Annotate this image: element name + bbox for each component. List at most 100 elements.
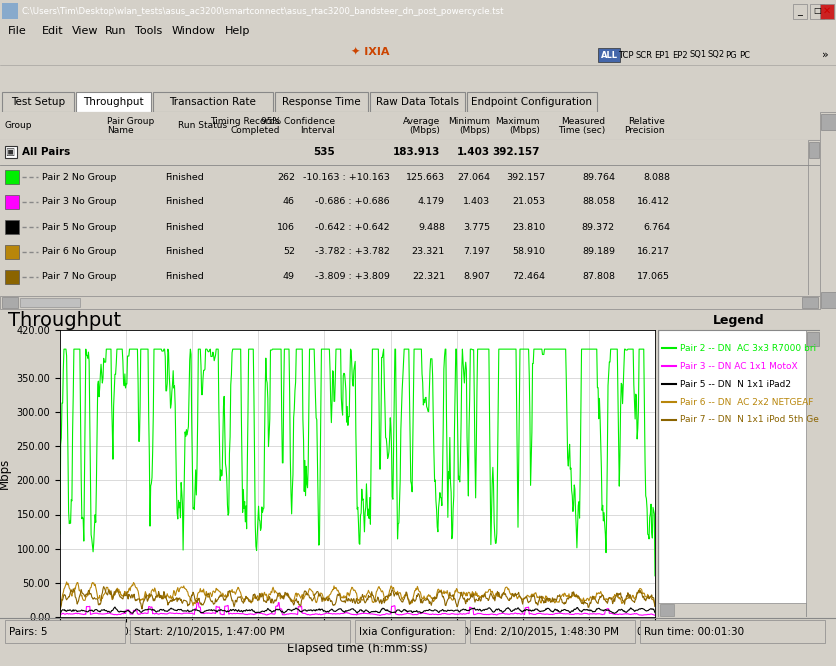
Text: 535: 535 <box>313 147 334 157</box>
Text: TCP: TCP <box>618 51 633 59</box>
Text: Minimum
(Mbps): Minimum (Mbps) <box>447 117 489 135</box>
Text: 392.157: 392.157 <box>492 147 539 157</box>
Text: ✦ IXIA: ✦ IXIA <box>350 47 389 57</box>
Text: 58.910: 58.910 <box>512 248 544 256</box>
Text: 8.088: 8.088 <box>642 172 669 182</box>
Text: ALL: ALL <box>599 51 617 59</box>
Text: 8.907: 8.907 <box>462 272 489 282</box>
Text: Pair 5 -- DN  N 1x1 iPad2: Pair 5 -- DN N 1x1 iPad2 <box>679 380 790 388</box>
Bar <box>640 620 824 643</box>
Text: SQ2: SQ2 <box>706 51 724 59</box>
Text: Pair 6 No Group: Pair 6 No Group <box>42 248 116 256</box>
Text: Pair 2 -- DN  AC 3x3 R7000 bri: Pair 2 -- DN AC 3x3 R7000 bri <box>679 344 815 352</box>
Bar <box>20 298 80 307</box>
Text: Pair 7 No Group: Pair 7 No Group <box>42 272 116 282</box>
Bar <box>5 170 19 184</box>
Text: View: View <box>72 26 99 36</box>
Bar <box>820 114 835 130</box>
Bar <box>809 4 823 19</box>
Text: 72.464: 72.464 <box>512 272 544 282</box>
Text: 9.488: 9.488 <box>417 222 445 232</box>
Bar <box>0 296 819 309</box>
Bar <box>354 620 465 643</box>
Text: 89.764: 89.764 <box>581 172 614 182</box>
Text: 88.058: 88.058 <box>581 198 614 206</box>
Bar <box>657 603 805 617</box>
Text: 16.412: 16.412 <box>636 198 669 206</box>
Text: Raw Data Totals: Raw Data Totals <box>375 97 458 107</box>
X-axis label: Elapsed time (h:mm:ss): Elapsed time (h:mm:ss) <box>287 642 427 655</box>
Bar <box>5 146 17 158</box>
Bar <box>5 270 19 284</box>
Text: PC: PC <box>739 51 750 59</box>
Text: -3.782 : +3.782: -3.782 : +3.782 <box>314 248 390 256</box>
Bar <box>660 604 673 616</box>
Text: Window: Window <box>171 26 216 36</box>
Text: -0.642 : +0.642: -0.642 : +0.642 <box>315 222 390 232</box>
Bar <box>5 245 19 259</box>
Text: 23.810: 23.810 <box>512 222 544 232</box>
Text: Transaction Rate: Transaction Rate <box>170 97 256 107</box>
Bar <box>819 4 833 19</box>
Bar <box>275 92 368 112</box>
Bar <box>657 310 819 330</box>
Text: Pair 3 -- DN AC 1x1 MotoX: Pair 3 -- DN AC 1x1 MotoX <box>679 362 797 370</box>
Text: ▣: ▣ <box>5 147 14 157</box>
Bar <box>5 220 19 234</box>
Text: 7.197: 7.197 <box>462 248 489 256</box>
Text: File: File <box>8 26 27 36</box>
Bar <box>76 92 150 112</box>
Bar <box>808 142 818 158</box>
Bar <box>597 48 619 62</box>
Text: Measured
Time (sec): Measured Time (sec) <box>557 117 604 135</box>
Text: Edit: Edit <box>42 26 64 36</box>
Text: Throughput: Throughput <box>8 312 121 330</box>
Text: 95% Confidence
Interval: 95% Confidence Interval <box>261 117 334 135</box>
Text: Tools: Tools <box>135 26 162 36</box>
Text: Group: Group <box>5 121 33 131</box>
Bar <box>792 4 806 19</box>
Text: _: _ <box>797 6 802 16</box>
Text: All Pairs: All Pairs <box>22 147 70 157</box>
Text: Run: Run <box>104 26 126 36</box>
Text: Timing Records
Completed: Timing Records Completed <box>210 117 280 135</box>
Text: Test Setup: Test Setup <box>11 97 65 107</box>
Text: EP1: EP1 <box>654 51 669 59</box>
Text: Maximum
(Mbps): Maximum (Mbps) <box>495 117 539 135</box>
Text: Pair 5 No Group: Pair 5 No Group <box>42 222 116 232</box>
Text: 89.189: 89.189 <box>581 248 614 256</box>
Text: End: 2/10/2015, 1:48:30 PM: End: 2/10/2015, 1:48:30 PM <box>473 627 619 637</box>
Bar <box>801 297 817 308</box>
Text: 89.372: 89.372 <box>581 222 614 232</box>
Bar <box>470 620 635 643</box>
Bar <box>370 92 465 112</box>
Text: Response Time: Response Time <box>282 97 360 107</box>
Text: 21.053: 21.053 <box>512 198 544 206</box>
Text: Pair 3 No Group: Pair 3 No Group <box>42 198 116 206</box>
Text: 4.179: 4.179 <box>417 198 445 206</box>
Text: 392.157: 392.157 <box>505 172 544 182</box>
Text: Average
(Mbps): Average (Mbps) <box>402 117 440 135</box>
Text: Pairs: 5: Pairs: 5 <box>9 627 48 637</box>
Text: 125.663: 125.663 <box>405 172 445 182</box>
Text: 1.403: 1.403 <box>456 147 489 157</box>
Text: -3.809 : +3.809: -3.809 : +3.809 <box>314 272 390 282</box>
Text: 106: 106 <box>277 222 294 232</box>
Text: Finished: Finished <box>165 198 203 206</box>
Bar <box>820 292 835 308</box>
Text: »: » <box>821 50 828 60</box>
Text: Finished: Finished <box>165 172 203 182</box>
Text: 23.321: 23.321 <box>411 248 445 256</box>
Text: -10.163 : +10.163: -10.163 : +10.163 <box>303 172 390 182</box>
Text: 6.764: 6.764 <box>642 222 669 232</box>
Bar <box>466 92 596 112</box>
Text: 183.913: 183.913 <box>392 147 440 157</box>
Text: 16.217: 16.217 <box>636 248 669 256</box>
Text: Run time: 00:01:30: Run time: 00:01:30 <box>643 627 743 637</box>
Text: Ixia Configuration:: Ixia Configuration: <box>359 627 455 637</box>
Text: ✕: ✕ <box>822 6 830 16</box>
Y-axis label: Mbps: Mbps <box>0 458 11 489</box>
Text: Finished: Finished <box>165 222 203 232</box>
Bar <box>153 92 273 112</box>
Text: 3.775: 3.775 <box>462 222 489 232</box>
